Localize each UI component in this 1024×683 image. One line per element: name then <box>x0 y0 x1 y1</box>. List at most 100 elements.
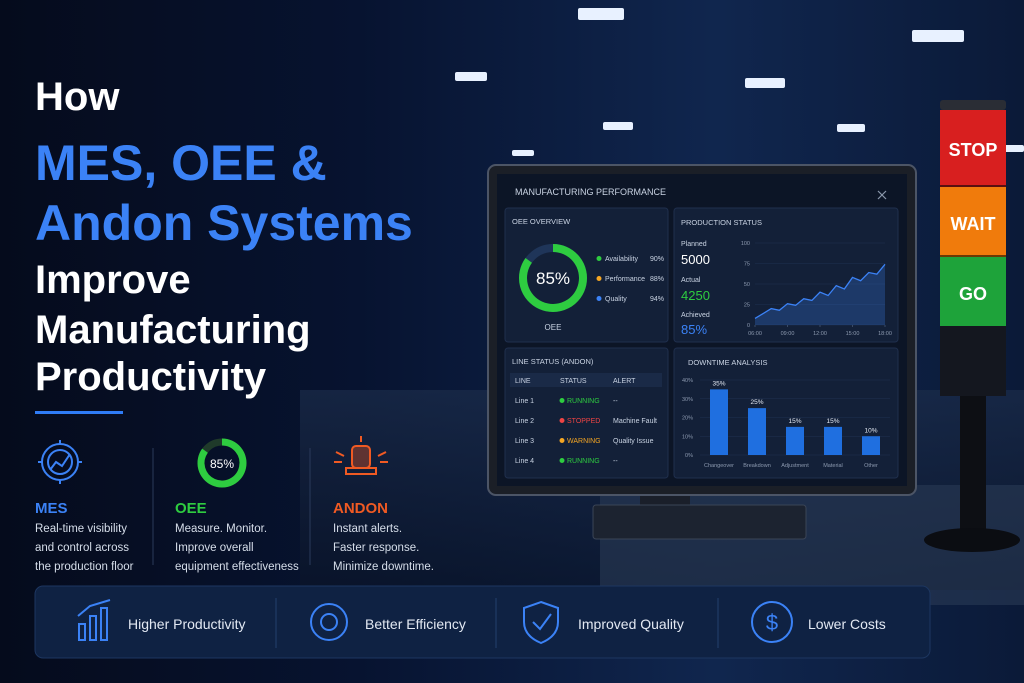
x-tick-label: 12:00 <box>813 331 827 337</box>
x-tick-label: 15:00 <box>846 331 860 337</box>
pillar-description: and control across <box>35 542 129 554</box>
value-label: 25% <box>750 399 763 406</box>
headline-line: Improve <box>35 258 191 302</box>
divider <box>35 411 123 414</box>
x-tick-label: Breakdown <box>743 463 771 469</box>
status-label: RUNNING <box>567 398 600 405</box>
pillar-name: ANDON <box>333 500 388 517</box>
table-header-bg <box>510 373 662 387</box>
table-cell: Line 3 <box>515 438 534 445</box>
metric-dot <box>596 276 602 281</box>
andon-tower <box>924 100 1020 552</box>
y-tick-label: 40% <box>682 378 693 384</box>
headline-line: Manufacturing <box>35 308 311 352</box>
metric-value: 88% <box>650 276 664 283</box>
y-tick-label: 0% <box>685 453 693 459</box>
dashboard-text: Planned <box>681 241 707 248</box>
metric-dot <box>596 296 602 301</box>
kpi-value: 4250 <box>681 288 710 303</box>
donut-arc <box>519 244 587 312</box>
status-label: STOPPED <box>567 418 600 425</box>
bar <box>862 436 880 455</box>
status-dot <box>559 418 565 423</box>
table-header: LINE <box>515 378 531 385</box>
gauge-label: 85% <box>210 457 234 471</box>
headline-line: MES, OEE & <box>35 135 327 191</box>
y-tick-label: 50 <box>744 282 750 288</box>
table-cell: Line 2 <box>515 418 534 425</box>
x-tick-label: Other <box>864 463 878 469</box>
bar <box>748 408 766 455</box>
donut-caption: OEE <box>545 323 562 332</box>
andon-icon <box>334 436 388 475</box>
dashboard-text: Actual <box>681 277 701 284</box>
dollar-icon: $ <box>766 610 778 635</box>
table-cell: Line 4 <box>515 458 534 465</box>
benefit-label: Improved Quality <box>578 616 684 632</box>
pillar-name: MES <box>35 500 68 517</box>
dashboard-text: Achieved <box>681 312 710 319</box>
table-cell: Line 1 <box>515 398 534 405</box>
y-tick-label: 10% <box>682 434 693 440</box>
value-label: 35% <box>712 380 725 387</box>
x-tick-label: 09:00 <box>781 331 795 337</box>
pillar-description: Minimize downtime. <box>333 561 434 573</box>
andon-light-label: GO <box>959 284 987 304</box>
headline-line: Productivity <box>35 355 267 399</box>
andon-tower-labels: STOP WAIT GO <box>949 140 998 304</box>
x-tick-label: 06:00 <box>748 331 762 337</box>
dashboard: MANUFACTURING PERFORMANCE OEE OVERVIEW 85%… <box>510 187 892 469</box>
y-tick-label: 20% <box>682 416 693 422</box>
status-dot <box>559 458 565 463</box>
panel-title: OEE OVERVIEW <box>512 217 571 226</box>
benefits-bar <box>34 585 931 659</box>
headline-line: Andon Systems <box>35 195 413 251</box>
benefit-label: Lower Costs <box>808 616 886 632</box>
mes-icon <box>38 440 82 484</box>
table-cell: -- <box>613 458 618 465</box>
pillar-description: Real-time visibility <box>35 523 127 535</box>
line-area <box>755 264 885 325</box>
table-cell: Machine Fault <box>613 418 657 425</box>
status-label: RUNNING <box>567 458 600 465</box>
ceiling-lights <box>455 8 1024 156</box>
metric-value: 90% <box>650 256 664 263</box>
value-label: 15% <box>826 418 839 425</box>
table-header: STATUS <box>560 378 587 385</box>
table-cell: -- <box>613 398 618 405</box>
pillar-description: Instant alerts. <box>333 523 402 535</box>
andon-light-label: STOP <box>949 140 998 160</box>
y-tick-label: 30% <box>682 397 693 403</box>
panel-title: PRODUCTION STATUS <box>681 218 762 227</box>
pillar-name: OEE <box>175 500 207 517</box>
dashboard-text: MANUFACTURING PERFORMANCE <box>515 187 666 197</box>
metric-name: Quality <box>605 296 627 303</box>
benefit-label: Better Efficiency <box>365 616 466 632</box>
x-tick-label: Changeover <box>704 463 734 469</box>
kpi-value: 85% <box>681 322 707 337</box>
donut-label: 85% <box>536 269 570 288</box>
y-tick-label: 75 <box>744 262 750 268</box>
line <box>754 263 886 319</box>
y-tick-label: 25 <box>744 303 750 309</box>
value-label: 15% <box>788 418 801 425</box>
table-header: ALERT <box>613 378 636 385</box>
x-tick-label: Adjustment <box>781 463 809 469</box>
metric-value: 94% <box>650 296 664 303</box>
headline: How MES, OEE &Andon Systems Improve Manufac… <box>35 75 413 399</box>
panel-title: LINE STATUS (ANDON) <box>512 357 594 366</box>
bar <box>786 426 804 455</box>
status-label: WARNING <box>567 438 601 445</box>
benefit-icons <box>77 599 793 645</box>
benefit-label: Higher Productivity <box>128 616 246 632</box>
benefits: Higher Productivity Better Efficiency Impr… <box>128 616 886 632</box>
pillar-description: the production floor <box>35 561 134 573</box>
metric-dot <box>596 256 602 261</box>
metric-name: Availability <box>605 256 638 263</box>
pillar-description: Faster response. <box>333 542 419 554</box>
headline-line: How <box>35 75 120 119</box>
x-tick-label: 18:00 <box>878 331 892 337</box>
status-dot <box>559 438 565 443</box>
table-cell: Quality Issue <box>613 438 654 445</box>
